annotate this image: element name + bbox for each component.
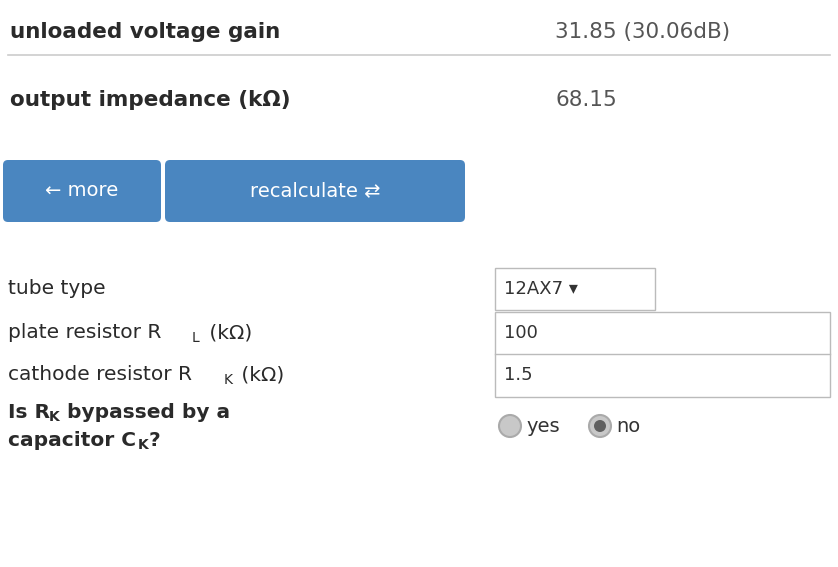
Text: output impedance (kΩ): output impedance (kΩ) <box>10 90 291 110</box>
Circle shape <box>594 420 606 432</box>
FancyBboxPatch shape <box>165 160 465 222</box>
Text: 12AX7 ▾: 12AX7 ▾ <box>504 280 578 298</box>
Text: (kΩ): (kΩ) <box>203 324 252 342</box>
Text: yes: yes <box>526 417 560 435</box>
Text: K: K <box>49 410 59 424</box>
Text: Is R: Is R <box>8 403 50 421</box>
FancyBboxPatch shape <box>3 160 161 222</box>
Circle shape <box>499 415 521 437</box>
Text: plate resistor R: plate resistor R <box>8 324 162 342</box>
Text: tube type: tube type <box>8 280 106 298</box>
Text: 100: 100 <box>504 324 538 342</box>
Text: (kΩ): (kΩ) <box>235 366 284 384</box>
Text: 1.5: 1.5 <box>504 366 533 384</box>
Circle shape <box>589 415 611 437</box>
Text: bypassed by a: bypassed by a <box>60 403 230 421</box>
Text: cathode resistor R: cathode resistor R <box>8 366 192 384</box>
Text: K: K <box>138 438 149 452</box>
Text: ← more: ← more <box>45 181 119 201</box>
Bar <box>495 312 830 397</box>
Text: unloaded voltage gain: unloaded voltage gain <box>10 22 280 42</box>
Bar <box>495 268 655 310</box>
Text: K: K <box>224 373 233 387</box>
Text: capacitor C: capacitor C <box>8 430 136 450</box>
Text: ?: ? <box>149 430 161 450</box>
Text: 31.85 (30.06dB): 31.85 (30.06dB) <box>555 22 730 42</box>
Text: no: no <box>616 417 640 435</box>
Text: recalculate ⇄: recalculate ⇄ <box>250 181 380 201</box>
Text: L: L <box>192 331 199 345</box>
Text: 68.15: 68.15 <box>555 90 617 110</box>
